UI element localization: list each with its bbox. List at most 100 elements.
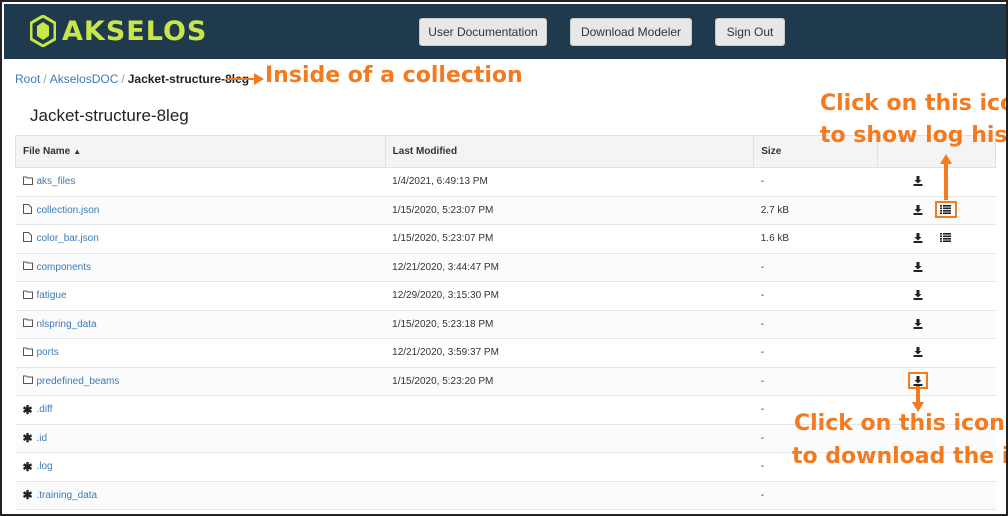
- actions-cell: [877, 424, 996, 453]
- annotation-log-line1: Click on this icon: [820, 91, 1006, 116]
- breadcrumb-akselosdoc[interactable]: AkselosDOC: [49, 72, 119, 86]
- download-icon[interactable]: [913, 233, 923, 246]
- file-name-link[interactable]: nlspring_data: [36, 318, 97, 330]
- download-icon[interactable]: [913, 261, 923, 275]
- sign-out-button[interactable]: Sign Out: [715, 18, 785, 46]
- brand-name: AKSELOS: [62, 15, 208, 47]
- size-cell: -: [753, 338, 878, 368]
- size-cell: -: [753, 367, 878, 396]
- table-row[interactable]: color_bar.json 1/15/2020, 5:23:07 PM 1.6 k…: [15, 224, 996, 254]
- file-name-link[interactable]: ports: [36, 347, 59, 359]
- file-table-body: aks_files 1/4/2021, 6:49:13 PM - collection…: [15, 167, 996, 510]
- download-icon[interactable]: [913, 318, 923, 332]
- table-row[interactable]: ✱ .training_data -: [15, 481, 996, 510]
- sort-ascending-icon: ▲: [73, 147, 82, 156]
- file-name-link[interactable]: collection.json: [36, 204, 100, 216]
- download-icon[interactable]: [913, 375, 923, 389]
- file-name-cell: ports: [15, 338, 386, 368]
- table-row[interactable]: collection.json 1/15/2020, 5:23:07 PM 2.7 …: [15, 196, 996, 225]
- size-cell: -: [753, 424, 878, 453]
- folder-icon: [22, 176, 34, 188]
- column-file-name[interactable]: File Name ▲: [15, 135, 386, 168]
- download-icon[interactable]: [913, 290, 923, 303]
- file-table: File Name ▲ Last Modified Size aks_files 1…: [15, 135, 996, 510]
- last-modified-cell: [385, 481, 754, 510]
- size-cell: 2.7 kB: [753, 196, 878, 225]
- actions-cell: [877, 481, 996, 510]
- actions-cell: [877, 310, 996, 339]
- last-modified-cell: 12/21/2020, 3:44:47 PM: [385, 253, 754, 282]
- file-name-cell: color_bar.json: [15, 224, 386, 254]
- log-history-icon[interactable]: [939, 204, 951, 217]
- file-name-link[interactable]: .training_data: [36, 489, 98, 501]
- table-row[interactable]: ✱ .log -: [15, 452, 996, 482]
- breadcrumb-separator: /: [43, 72, 47, 86]
- column-last-modified-label: Last Modified: [392, 146, 458, 157]
- annotation-arrow-line: [226, 78, 256, 80]
- last-modified-cell: [385, 452, 754, 482]
- breadcrumb-separator: /: [121, 72, 125, 86]
- akselos-logo[interactable]: AKSELOS: [30, 15, 207, 47]
- top-navigation-bar: AKSELOS User Documentation Download Mode…: [4, 4, 1006, 59]
- file-name-link[interactable]: color_bar.json: [36, 233, 99, 245]
- actions-cell: [877, 167, 996, 197]
- download-icon[interactable]: [913, 176, 923, 189]
- file-name-cell: nlspring_data: [15, 310, 386, 339]
- asterisk-icon: ✱: [22, 488, 33, 503]
- column-file-name-label: File Name: [23, 146, 71, 157]
- last-modified-cell: 12/29/2020, 3:15:30 PM: [385, 281, 754, 311]
- file-name-cell: ✱ .log: [15, 452, 386, 482]
- column-size[interactable]: Size: [753, 135, 879, 168]
- file-name-link[interactable]: components: [36, 261, 91, 273]
- file-name-link[interactable]: .id: [36, 432, 48, 444]
- file-name-cell: collection.json: [15, 196, 386, 225]
- breadcrumb: Root / AkselosDOC / Jacket-structure-8leg: [15, 72, 249, 86]
- file-name-cell: ✱ .diff: [15, 395, 386, 425]
- download-modeler-button[interactable]: Download Modeler: [570, 18, 692, 46]
- file-name-cell: ✱ .id: [15, 424, 386, 453]
- annotation-arrowhead-icon: [254, 73, 264, 85]
- last-modified-cell: 1/15/2020, 5:23:20 PM: [385, 367, 754, 396]
- table-header-row: File Name ▲ Last Modified Size: [15, 135, 996, 168]
- file-name-link[interactable]: .diff: [36, 404, 53, 416]
- actions-cell: [877, 367, 996, 396]
- table-row[interactable]: predefined_beams 1/15/2020, 5:23:20 PM -: [15, 367, 996, 396]
- file-name-link[interactable]: aks_files: [36, 176, 76, 188]
- table-row[interactable]: aks_files 1/4/2021, 6:49:13 PM -: [15, 167, 996, 197]
- annotation-log-arrow-icon: [940, 154, 952, 200]
- file-name-cell: ✱ .training_data: [15, 481, 386, 510]
- asterisk-icon: ✱: [22, 459, 33, 474]
- size-cell: -: [753, 395, 878, 425]
- last-modified-cell: 1/15/2020, 5:23:18 PM: [385, 310, 754, 339]
- column-size-label: Size: [761, 146, 782, 157]
- table-row[interactable]: ports 12/21/2020, 3:59:37 PM -: [15, 338, 996, 368]
- log-history-icon[interactable]: [939, 233, 951, 245]
- table-row[interactable]: fatigue 12/29/2020, 3:15:30 PM -: [15, 281, 996, 311]
- last-modified-cell: 1/15/2020, 5:23:07 PM: [385, 224, 754, 254]
- file-name-cell: predefined_beams: [15, 367, 386, 396]
- last-modified-cell: [385, 395, 754, 425]
- last-modified-cell: [385, 424, 754, 453]
- user-documentation-button[interactable]: User Documentation: [419, 18, 547, 46]
- folder-icon: [22, 261, 34, 273]
- file-name-link[interactable]: predefined_beams: [36, 375, 120, 387]
- annotation-collection: Inside of a collection: [265, 63, 523, 88]
- download-icon[interactable]: [913, 204, 923, 218]
- table-row[interactable]: nlspring_data 1/15/2020, 5:23:18 PM -: [15, 310, 996, 339]
- annotation-download-arrow-icon: [912, 386, 924, 412]
- folder-icon: [22, 318, 34, 330]
- file-name-link[interactable]: fatigue: [36, 290, 67, 302]
- download-icon[interactable]: [913, 347, 923, 360]
- folder-icon: [22, 347, 34, 359]
- file-icon: [22, 203, 34, 217]
- file-name-cell: components: [15, 253, 386, 282]
- table-row[interactable]: components 12/21/2020, 3:44:47 PM -: [15, 253, 996, 282]
- breadcrumb-root[interactable]: Root: [15, 72, 41, 86]
- page-title: Jacket-structure-8leg: [30, 106, 189, 125]
- column-last-modified[interactable]: Last Modified: [384, 135, 755, 168]
- last-modified-cell: 1/4/2021, 6:49:13 PM: [385, 167, 754, 197]
- table-row[interactable]: ✱ .id -: [15, 424, 996, 453]
- table-row[interactable]: ✱ .diff -: [15, 395, 996, 425]
- file-name-link[interactable]: .log: [36, 461, 53, 473]
- file-name-cell: fatigue: [15, 281, 386, 311]
